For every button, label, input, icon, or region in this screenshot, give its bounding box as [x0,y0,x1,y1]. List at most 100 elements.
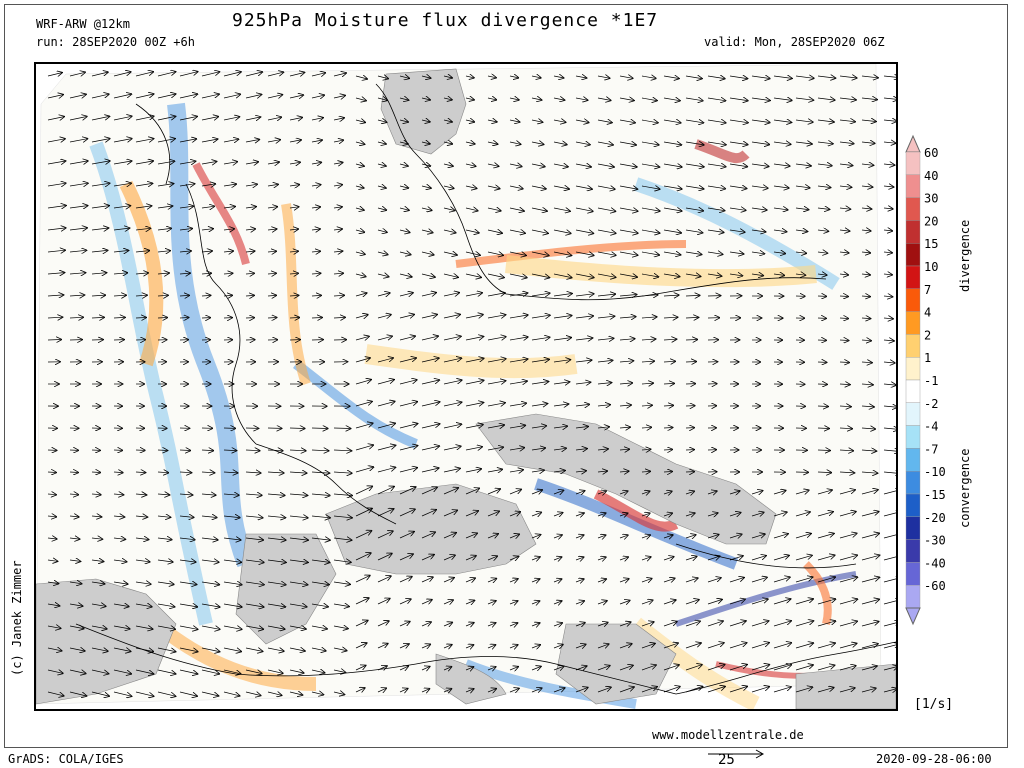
wind-arrow [311,295,321,296]
colorbar-swatch [905,220,921,244]
wind-arrow [465,98,474,100]
wind-arrow [443,230,456,233]
wind-arrow [245,450,260,451]
wind-arrow [509,252,526,255]
wind-arrow [509,490,521,495]
wind-arrow [47,472,56,473]
wind-arrow [333,118,344,120]
wind-arrow [465,337,483,341]
wind-arrow [553,382,569,384]
wind-arrow [421,186,431,188]
wind-arrow [443,645,452,648]
wind-arrow [69,206,88,208]
wind-arrow [641,252,659,255]
wind-arrow [861,274,870,275]
wind-arrow [47,206,66,209]
wind-arrow [289,450,306,451]
wind-arrow [883,340,894,341]
wind-arrow [443,358,461,363]
wind-arrow [861,688,876,692]
wind-arrow [465,667,473,670]
wind-arrow [575,274,594,278]
wind-arrow [179,472,191,473]
wind-arrow [377,644,388,648]
wind-arrow [399,509,415,517]
wind-arrow [47,228,66,230]
wind-arrow [553,252,571,256]
wind-arrow [553,426,567,428]
wind-arrow [465,689,474,692]
wind-arrow [465,533,477,539]
wind-arrow [47,340,61,341]
wind-arrow [553,490,563,494]
wind-arrow [135,472,145,473]
wind-arrow [311,516,330,518]
wind-arrow [355,164,364,166]
wind-arrow [509,120,520,122]
wind-arrow [641,665,656,671]
wind-arrow [817,490,832,494]
wind-arrow [883,252,892,253]
wind-arrow [883,208,893,209]
wind-arrow [47,560,57,561]
wind-arrow [465,230,479,233]
wind-arrow [333,692,344,695]
wind-arrow [267,117,281,120]
wind-arrow [267,582,286,585]
wind-arrow [289,295,299,296]
wind-arrow [663,361,675,362]
wind-arrow [597,186,615,189]
wind-arrow [245,273,254,274]
wind-arrow [597,294,615,296]
wind-arrow [311,626,327,629]
wind-arrow [773,142,791,144]
wind-arrow [487,601,496,604]
wind-arrow [641,622,654,626]
wind-arrow [377,423,395,429]
wind-arrow [377,531,393,539]
wind-arrow [861,384,873,385]
wind-arrow [641,208,660,211]
wind-arrow [135,691,154,696]
wind-arrow [597,427,609,428]
wind-arrow [377,98,387,100]
wind-arrow [69,691,86,696]
wind-arrow [223,295,232,296]
wind-arrow [883,362,895,363]
wind-arrow [883,534,896,539]
wind-arrow [751,687,769,693]
wind-arrow [69,228,87,230]
wind-arrow [597,98,611,100]
wind-arrow [377,120,386,122]
wind-arrow [883,600,896,605]
wind-arrow [839,340,848,341]
wind-arrow [377,576,391,583]
wind-arrow [729,665,747,671]
colorbar-swatch [905,471,921,495]
wind-arrow [553,316,572,319]
wind-arrow [113,516,124,517]
wind-arrow [487,252,503,255]
wind-arrow [91,228,108,230]
wind-arrow [91,94,109,99]
wind-arrow [795,142,812,144]
wind-arrow [223,691,240,696]
wind-arrow [619,252,638,255]
wind-arrow [487,274,504,278]
wind-arrow [531,98,542,100]
wind-arrow [333,494,352,496]
wind-arrow [531,512,541,516]
wind-arrow [311,229,320,230]
wind-arrow [377,358,393,363]
wind-arrow [421,252,434,255]
wind-arrow [179,117,197,121]
website-label: www.modellzentrale.de [652,728,804,742]
wind-arrow [179,582,197,585]
wind-arrow [311,428,328,429]
wind-arrow [201,691,218,696]
wind-arrow [421,76,431,78]
wind-arrow [69,670,86,674]
wind-arrow [773,512,787,516]
wind-arrow [707,578,721,583]
wind-arrow [333,229,342,230]
